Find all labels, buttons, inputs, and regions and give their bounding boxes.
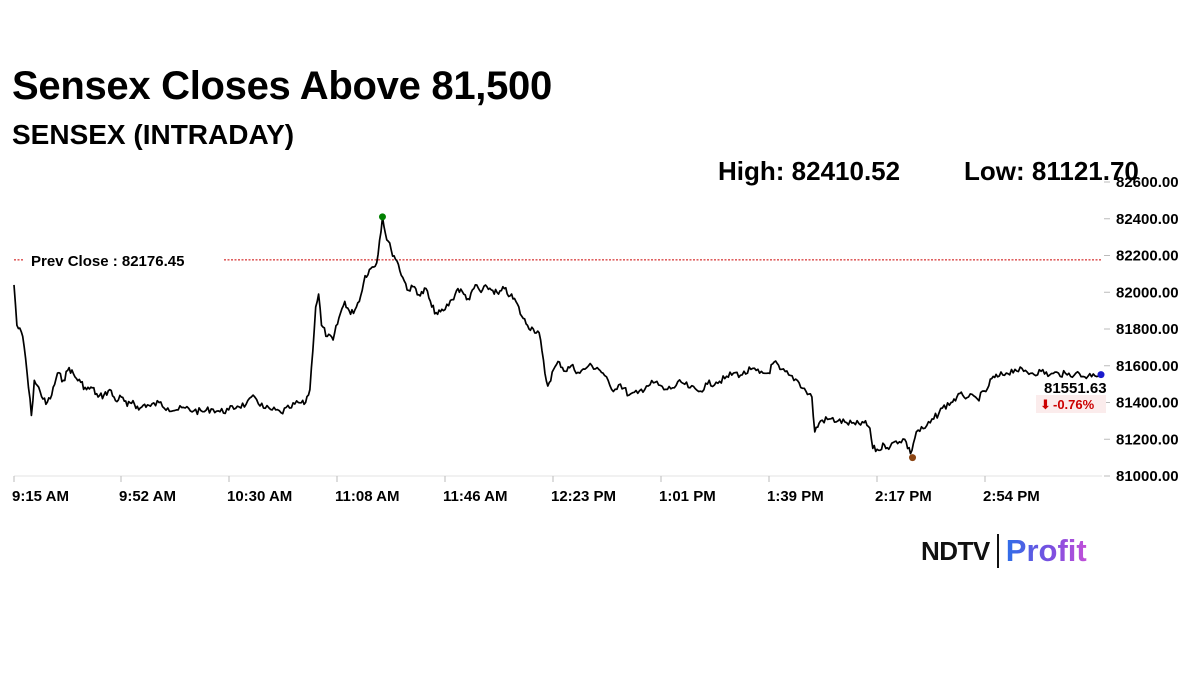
x-tick-label: 2:17 PM	[875, 488, 932, 505]
y-tick-label: 81400.00	[1116, 395, 1179, 412]
prev-close-label-bg	[24, 248, 224, 271]
y-tick-label: 81600.00	[1116, 358, 1179, 375]
chart-subtitle: SENSEX (INTRADAY)	[12, 119, 295, 150]
y-tick-label: 81000.00	[1116, 468, 1179, 485]
logo-profit-text: Profit	[1005, 533, 1087, 568]
x-tick-label: 10:30 AM	[227, 488, 292, 505]
y-tick-label: 82000.00	[1116, 284, 1179, 301]
x-tick-label: 2:54 PM	[983, 488, 1040, 505]
logo-divider	[996, 534, 999, 568]
low-point-marker	[909, 454, 917, 462]
y-tick-label: 81200.00	[1116, 431, 1179, 448]
logo-ndtv-text: NDTV	[921, 535, 990, 566]
down-arrow-icon: ⬇	[1040, 398, 1051, 413]
y-tick-label: 81800.00	[1116, 321, 1179, 338]
x-tick-label: 1:01 PM	[659, 488, 716, 505]
x-tick-label: 1:39 PM	[767, 488, 824, 505]
y-tick-label: 82200.00	[1116, 248, 1179, 265]
low-value-label: Low: 81121.70	[964, 156, 1139, 186]
close-point-marker	[1097, 371, 1105, 379]
x-tick-label: 11:46 AM	[443, 488, 507, 505]
ndtv-profit-logo: NDTV Profit	[921, 531, 1087, 571]
chart-axes: 81000.00 81200.00 81400.00 81600.00 81800.00…	[12, 174, 1179, 505]
x-tick-label: 11:08 AM	[335, 488, 399, 505]
x-tick-label: 12:23 PM	[551, 488, 616, 505]
change-label-bg	[1036, 395, 1106, 413]
high-point-marker	[378, 213, 386, 221]
x-tick-label: 9:52 AM	[119, 488, 176, 505]
prev-close-label: Prev Close : 82176.45	[31, 253, 184, 270]
y-tick-label: 82600.00	[1116, 174, 1179, 191]
markers-group: 81551.63⬇ -0.76%	[378, 213, 1107, 462]
sensex-series-line	[13, 215, 1103, 455]
close-value-label: 81551.63	[1044, 380, 1107, 397]
series-group	[13, 215, 1103, 455]
y-tick-label: 82400.00	[1116, 211, 1179, 228]
high-value-label: High: 82410.52	[718, 156, 901, 186]
x-tick-label: 9:15 AM	[12, 488, 69, 505]
change-percent-label: -0.76%	[1053, 397, 1095, 412]
page-headline: Sensex Closes Above 81,500	[12, 64, 552, 108]
prev-close-group: Prev Close : 82176.45	[14, 248, 1102, 271]
